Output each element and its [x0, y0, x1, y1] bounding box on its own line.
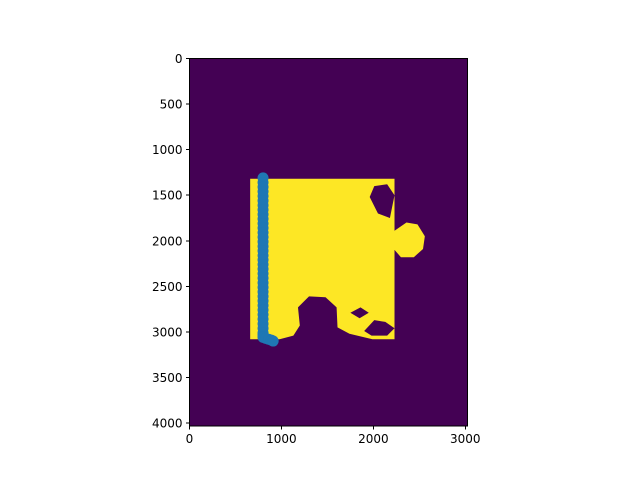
y-tick-label: 0 — [175, 52, 183, 66]
x-tick-label: 2000 — [358, 432, 389, 446]
x-axis: 0 1000 2000 3000 — [186, 426, 481, 446]
y-tick-label: 2000 — [152, 234, 183, 248]
y-tick-label: 3000 — [152, 325, 183, 339]
x-tick-label: 0 — [186, 432, 194, 446]
y-tick-label: 4000 — [152, 417, 183, 431]
scatter-series — [257, 172, 279, 347]
y-tick-label: 500 — [160, 98, 183, 112]
scatter-point — [267, 335, 279, 347]
x-tick-label: 1000 — [266, 432, 297, 446]
y-tick-label: 2500 — [152, 280, 183, 294]
axes-frame — [189, 58, 468, 427]
heatmap-mask-puzzle-piece — [250, 178, 425, 340]
y-axis: 0 500 1000 1500 2000 2500 3000 3500 4000 — [152, 52, 190, 431]
plot-area — [189, 58, 468, 427]
y-tick-label: 1000 — [152, 143, 183, 157]
y-tick-label: 3500 — [152, 371, 183, 385]
y-tick-label: 1500 — [152, 189, 183, 203]
x-tick-label: 3000 — [450, 432, 481, 446]
